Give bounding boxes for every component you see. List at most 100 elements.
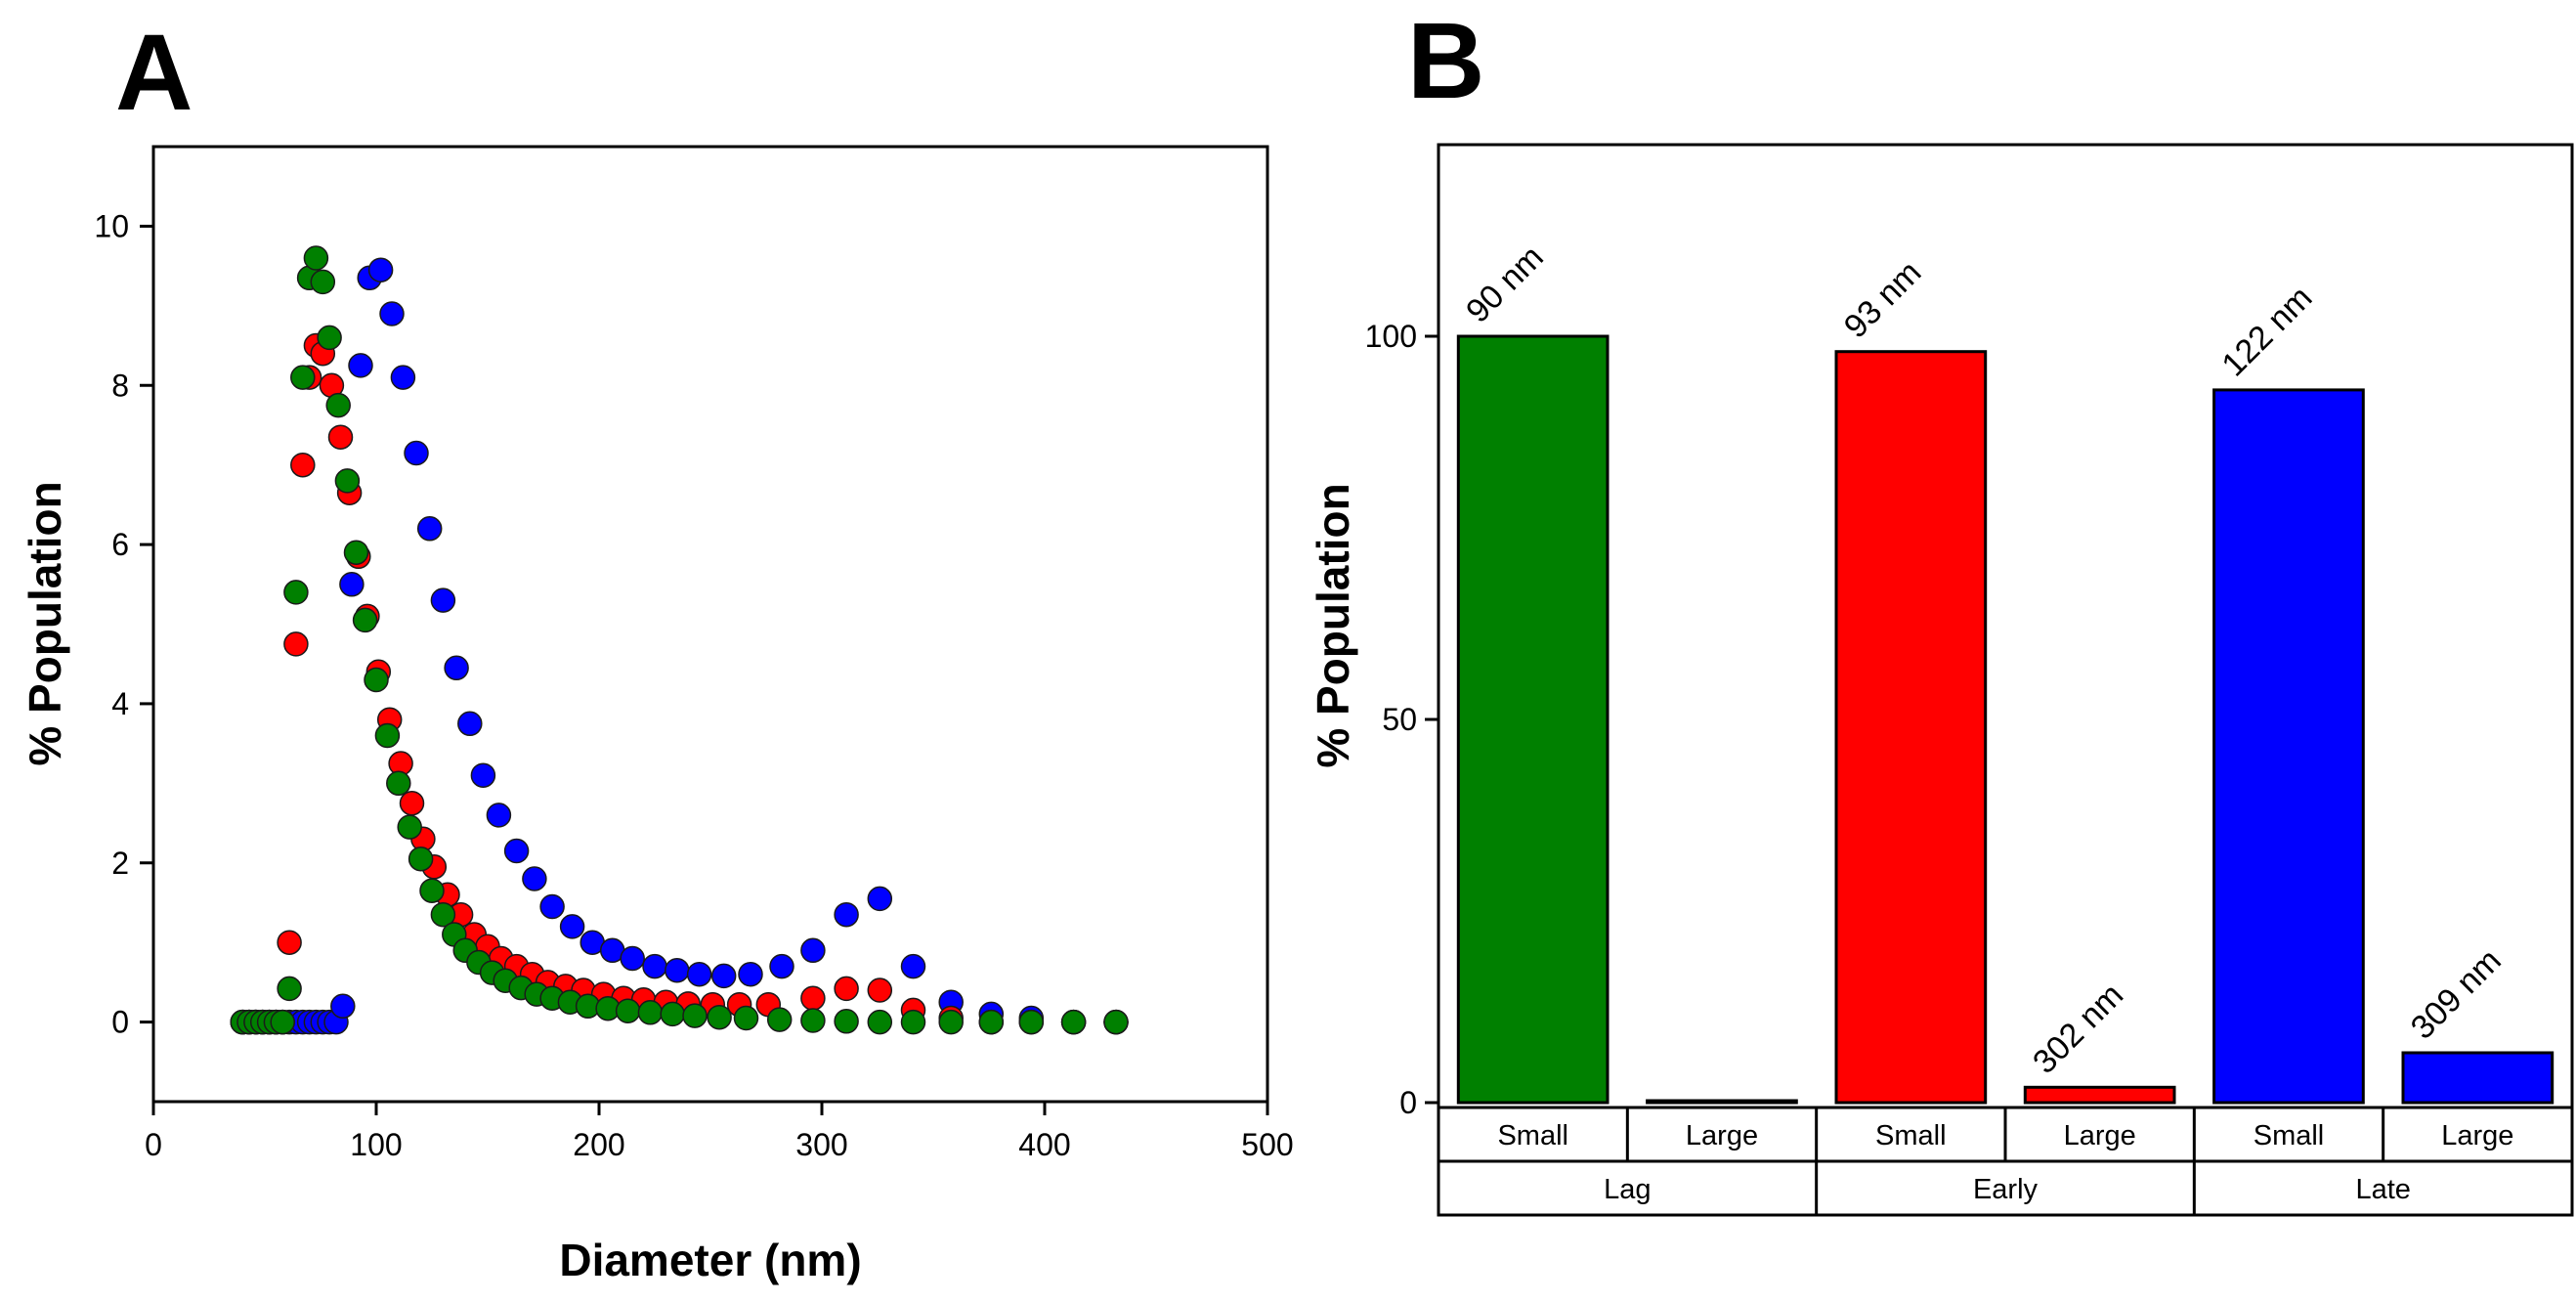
scatter-point-green — [707, 1004, 732, 1030]
plot-a-frame — [151, 145, 1269, 1104]
scatter-point-blue — [348, 353, 373, 378]
category-size-label: Large — [2064, 1120, 2136, 1151]
scatter-point-green — [303, 245, 329, 271]
category-group-label: Late — [2355, 1174, 2410, 1205]
scatter-point-blue — [503, 838, 530, 864]
scatter-point-green — [682, 1003, 708, 1028]
scatter-point-green — [277, 976, 302, 1002]
scatter-point-green — [800, 1008, 826, 1033]
plot-a-ytick-label: 0 — [111, 1005, 129, 1040]
scatter-point-green — [334, 468, 361, 494]
plot-a-ytick-label: 10 — [94, 208, 129, 243]
category-group-label: Early — [1973, 1174, 2039, 1205]
scatter-point-green — [364, 667, 389, 693]
plot-b-ytick-label: 50 — [1382, 702, 1417, 737]
plot-b-ytick-label: 100 — [1365, 319, 1417, 354]
scatter-point-blue — [457, 711, 483, 737]
category-group-label: Lag — [1604, 1174, 1651, 1205]
scatter-point-green — [374, 722, 401, 749]
category-size-label: Large — [1686, 1120, 1758, 1151]
scatter-point-green — [1060, 1009, 1087, 1035]
plot-a-xtick-label: 0 — [145, 1127, 162, 1162]
scatter-point-green — [430, 901, 456, 928]
plot-a-xtick-label: 300 — [795, 1127, 847, 1162]
scatter-point-green — [386, 770, 411, 797]
scatter-point-red — [399, 790, 425, 816]
plot-a-ytick-label: 6 — [111, 527, 129, 562]
category-size-label: Large — [2441, 1120, 2513, 1151]
scatter-point-blue — [339, 572, 365, 597]
scatter-point-green — [834, 1009, 859, 1034]
plot-b-ytick-label: 0 — [1399, 1085, 1417, 1120]
scatter-point-red — [327, 424, 354, 450]
scatter-point-red — [290, 452, 316, 478]
panel-b-letter: B — [1407, 1, 1484, 121]
scatter-point-green — [1018, 1009, 1045, 1035]
scatter-point-red — [800, 985, 826, 1011]
scatter-point-green — [290, 365, 316, 390]
bar-lag-small — [1456, 334, 1610, 1105]
category-size-label: Small — [1875, 1120, 1947, 1151]
category-size-label: Small — [2254, 1120, 2325, 1151]
scatter-point-blue — [330, 993, 356, 1020]
scatter-point-blue — [539, 893, 565, 920]
plot-a-xtick-label: 100 — [350, 1127, 402, 1162]
panel-a-letter: A — [115, 13, 193, 133]
plot-a-ytick-label: 8 — [111, 368, 129, 403]
plot-a-ylabel: % Population — [20, 481, 70, 765]
bar-value-label: 122 nm — [2214, 279, 2319, 383]
scatter-point-blue — [620, 945, 645, 972]
scatter-point-red — [834, 976, 859, 1002]
scatter-point-blue — [642, 953, 667, 979]
scatter-point-green — [615, 998, 641, 1023]
plot-b-bars: 90 nm 93 nm 302 nm 122 nm 309 nm — [1456, 239, 2555, 1105]
plot-a-ticks: 0 100 200 300 400 500 0 2 4 6 8 10 — [94, 208, 1293, 1162]
plot-a-ytick-label: 2 — [111, 846, 129, 881]
plot-a-xtick-label: 200 — [573, 1127, 624, 1162]
bar-value-label: 90 nm — [1459, 239, 1551, 330]
scatter-point-blue — [665, 957, 690, 983]
scatter-point-blue — [738, 961, 763, 987]
scatter-point-green — [733, 1005, 759, 1031]
scatter-point-green — [419, 878, 445, 903]
scatter-point-blue — [900, 953, 926, 979]
scatter-point-green — [352, 607, 378, 633]
scatter-point-green — [938, 1009, 964, 1035]
scatter-point-blue — [686, 961, 712, 987]
plot-a-ytick-label: 4 — [111, 686, 129, 721]
plot-b-ticks: 0 50 100 — [1365, 319, 1438, 1120]
bar-value-label: 309 nm — [2404, 942, 2509, 1047]
scatter-point-green — [270, 1009, 295, 1035]
scatter-point-blue — [416, 516, 443, 542]
bar-lag-large — [1646, 1099, 1798, 1105]
scatter-point-blue — [390, 365, 416, 390]
scatter-point-green — [397, 814, 422, 840]
scatter-point-blue — [367, 257, 394, 282]
plot-a-xtick-label: 500 — [1241, 1127, 1293, 1162]
scatter-point-blue — [800, 937, 826, 964]
scatter-point-blue — [444, 655, 469, 681]
scatter-point-blue — [522, 866, 547, 891]
scatter-point-green — [1103, 1009, 1129, 1035]
scatter-point-green — [343, 540, 369, 565]
scatter-point-red — [277, 930, 302, 955]
scatter-point-green — [766, 1007, 793, 1032]
scatter-point-green — [408, 846, 434, 872]
plot-b-ylabel: % Population — [1308, 483, 1358, 767]
scatter-point-blue — [834, 901, 859, 928]
scatter-point-blue — [470, 762, 496, 788]
bar-early-small — [1834, 350, 1988, 1105]
scatter-point-green — [637, 1000, 664, 1025]
scatter-point-blue — [404, 440, 429, 466]
scatter-point-green — [325, 392, 351, 418]
scatter-point-blue — [769, 953, 794, 979]
scatter-point-green — [660, 1001, 685, 1027]
bar-late-small — [2212, 388, 2365, 1105]
plot-a-xlabel: Diameter (nm) — [559, 1235, 861, 1285]
scatter-point-red — [867, 977, 893, 1003]
scatter-point-green — [317, 325, 342, 351]
plot-a-xtick-label: 400 — [1018, 1127, 1070, 1162]
scatter-point-green — [310, 269, 336, 295]
bar-early-large — [2023, 1085, 2176, 1105]
